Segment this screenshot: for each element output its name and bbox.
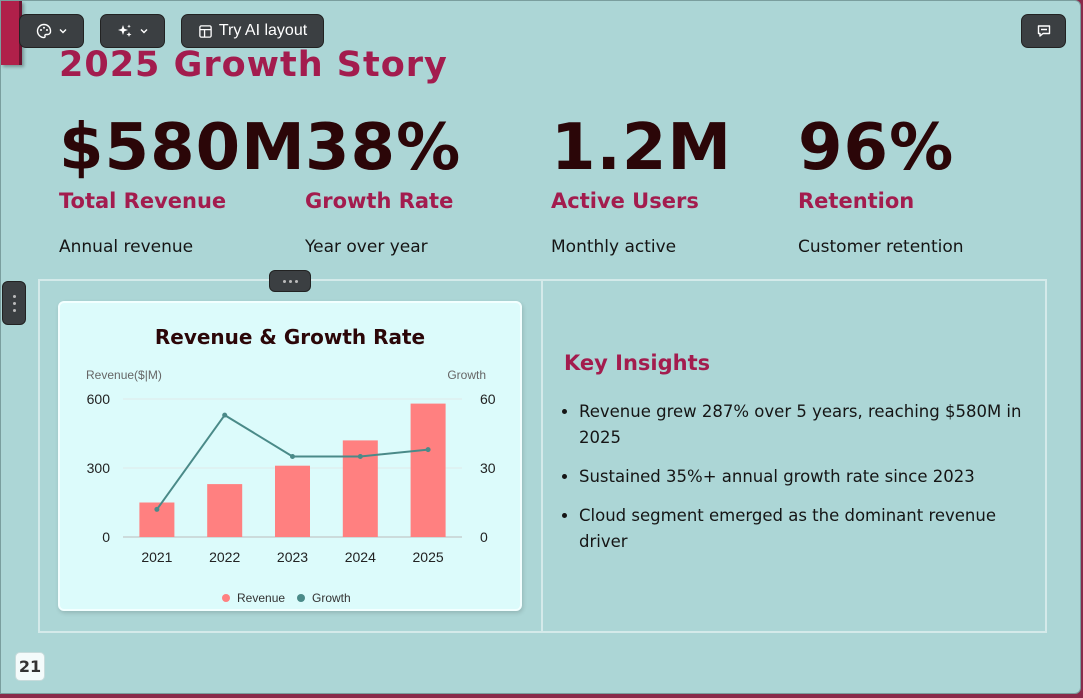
revenue-bar bbox=[410, 403, 446, 537]
x-tick-label: 2021 bbox=[141, 549, 172, 565]
y-axis-label: Revenue($|M) bbox=[86, 368, 162, 382]
kpi-subtitle: Annual revenue bbox=[59, 237, 194, 257]
x-tick-label: 2022 bbox=[209, 549, 240, 565]
ai-assist-button[interactable] bbox=[100, 14, 165, 48]
kpi-retention[interactable]: 96% Retention Customer retention bbox=[798, 109, 1038, 257]
kpi-value: 96% bbox=[798, 111, 955, 185]
revenue-bar bbox=[275, 465, 310, 537]
y2-tick-label: 30 bbox=[480, 460, 496, 476]
kpi-value: $580M bbox=[59, 111, 306, 185]
kpi-growth-rate[interactable]: 38% Growth Rate Year over year bbox=[305, 109, 545, 257]
kpi-label: Retention bbox=[798, 189, 915, 213]
chart-card[interactable]: Revenue & Growth Rate Revenue($|M) Growth 0… bbox=[58, 301, 522, 611]
y2-tick-label: 0 bbox=[480, 529, 488, 545]
legend-revenue-label: Revenue bbox=[237, 591, 285, 605]
sparkles-icon bbox=[117, 23, 133, 39]
kpi-subtitle: Monthly active bbox=[551, 237, 677, 257]
kpi-label: Growth Rate bbox=[305, 189, 454, 213]
legend-growth-swatch bbox=[297, 594, 305, 602]
y2-axis-label: Growth bbox=[447, 368, 486, 382]
kpi-subtitle: Year over year bbox=[305, 237, 428, 257]
chart-title: Revenue & Growth Rate bbox=[155, 325, 425, 349]
growth-point bbox=[357, 454, 363, 459]
insights-list[interactable]: Revenue grew 287% over 5 years, reaching… bbox=[557, 399, 1049, 568]
kpi-label: Total Revenue bbox=[59, 189, 227, 213]
x-tick-label: 2024 bbox=[345, 549, 376, 565]
drag-handle-left[interactable] bbox=[2, 281, 26, 325]
y-tick-label: 0 bbox=[102, 529, 110, 545]
palette-icon bbox=[36, 23, 52, 39]
insight-item: Cloud segment emerged as the dominant re… bbox=[579, 503, 1049, 555]
growth-point bbox=[222, 412, 228, 418]
kpi-total-revenue[interactable]: $580M Total Revenue Annual revenue bbox=[59, 109, 306, 257]
y-tick-label: 300 bbox=[87, 460, 111, 476]
kpi-label: Active Users bbox=[551, 189, 699, 213]
page-number: 21 bbox=[15, 652, 45, 681]
revenue-bar bbox=[207, 484, 243, 537]
insights-title[interactable]: Key Insights bbox=[564, 351, 711, 375]
legend-revenue-swatch bbox=[222, 594, 230, 602]
layout-icon bbox=[198, 24, 213, 39]
try-ai-layout-label: Try AI layout bbox=[218, 22, 308, 39]
legend-growth-label: Growth bbox=[312, 591, 351, 605]
chevron-down-icon bbox=[58, 26, 68, 36]
kpi-value: 1.2M bbox=[551, 111, 733, 185]
column-divider[interactable] bbox=[541, 279, 543, 633]
comment-icon bbox=[1036, 23, 1052, 39]
slide-title[interactable]: 2025 Growth Story bbox=[59, 45, 448, 85]
revenue-growth-chart: Revenue & Growth Rate Revenue($|M) Growth 0… bbox=[86, 325, 496, 605]
insight-item: Sustained 35%+ annual growth rate since … bbox=[579, 464, 1049, 490]
growth-point bbox=[154, 506, 160, 512]
growth-point bbox=[290, 454, 295, 459]
comments-button[interactable] bbox=[1021, 14, 1066, 48]
kpi-subtitle: Customer retention bbox=[798, 237, 964, 257]
insight-item: Revenue grew 287% over 5 years, reaching… bbox=[579, 399, 1049, 451]
growth-point bbox=[425, 447, 431, 453]
kpi-active-users[interactable]: 1.2M Active Users Monthly active bbox=[551, 109, 791, 257]
kpi-value: 38% bbox=[305, 111, 462, 185]
y-tick-label: 600 bbox=[87, 391, 111, 407]
theme-button[interactable] bbox=[19, 14, 84, 48]
y2-tick-label: 60 bbox=[480, 391, 496, 407]
x-tick-label: 2025 bbox=[413, 549, 444, 565]
move-handle-top[interactable] bbox=[269, 270, 311, 292]
x-tick-label: 2023 bbox=[277, 549, 308, 565]
chevron-down-icon bbox=[139, 26, 149, 36]
try-ai-layout-button[interactable]: Try AI layout bbox=[181, 14, 324, 48]
